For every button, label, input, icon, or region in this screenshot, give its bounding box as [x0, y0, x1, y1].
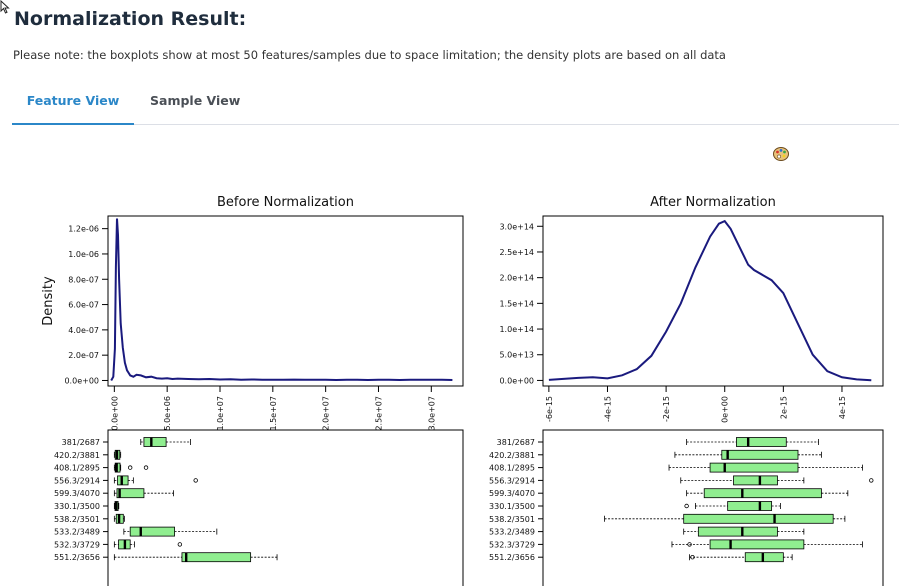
outlier-point [177, 542, 183, 547]
box [709, 462, 799, 473]
boxplot-row-label: 420.2/3881 [54, 451, 100, 460]
y-tick-label: 0.0e+00 [499, 376, 534, 385]
y-tick-label: 3.0e+14 [499, 222, 534, 231]
y-tick-label: 6.0e-07 [68, 301, 99, 310]
x-tick-label: 2.0e+07 [322, 396, 331, 431]
x-tick-label: 2.5e+07 [374, 396, 383, 431]
tab-feature-view[interactable]: Feature View [12, 84, 134, 125]
x-tick-label: 3.0e+07 [427, 396, 436, 431]
boxplot-row-label: 330.1/3500 [489, 502, 535, 511]
y-tick-label: 4.0e-07 [68, 326, 99, 335]
y-tick-label: 2.0e+14 [499, 274, 534, 283]
x-tick-label: 2e-15 [779, 396, 788, 419]
chart-title: After Normalization [650, 195, 776, 210]
boxplot-row-label: 538.2/3501 [489, 515, 535, 524]
boxplot-row-label: 381/2687 [62, 438, 100, 447]
boxplot-row-label: 538.2/3501 [54, 515, 100, 524]
x-tick-label: -6e-15 [545, 396, 554, 422]
box [736, 437, 787, 447]
boxplot-row-label: 533.2/3489 [489, 528, 535, 537]
x-tick-label: 1.5e+07 [269, 396, 278, 431]
box [744, 552, 784, 563]
boxplot-row-label: 330.1/3500 [54, 502, 100, 511]
box [727, 501, 773, 511]
box [697, 526, 778, 537]
outlier-point [127, 465, 133, 470]
boxplot-row-label: 551.2/3656 [54, 553, 100, 562]
y-tick-label: 1.5e+14 [499, 299, 534, 308]
y-tick-label: 1.0e+14 [499, 325, 534, 334]
y-axis-label: Density [41, 276, 56, 326]
density-line [548, 219, 872, 382]
boxplot-frame [542, 429, 884, 586]
outlier-point [684, 503, 689, 509]
y-tick-label: 2.5e+14 [499, 248, 534, 257]
boxplot-row-label: 599.3/4070 [489, 489, 535, 498]
tab-sample-view[interactable]: Sample View [150, 93, 241, 108]
box [709, 539, 805, 550]
density-line [110, 218, 453, 382]
y-tick-label: 5.0e+13 [499, 351, 534, 360]
boxplot-row-label: 599.3/4070 [54, 489, 100, 498]
y-tick-label: 8.0e-07 [68, 275, 99, 284]
x-tick-label: -2e-15 [662, 396, 671, 422]
box [703, 488, 822, 499]
plot-frame [107, 215, 464, 387]
outlier-point [687, 542, 692, 547]
chart-title: Before Normalization [217, 195, 354, 210]
palette-icon[interactable] [772, 146, 790, 162]
boxplot-row-label: 551.2/3656 [489, 553, 535, 562]
box [143, 437, 167, 447]
box [683, 513, 834, 524]
boxplot-frame [107, 429, 464, 586]
view-tabs: Feature View Sample View [12, 84, 899, 125]
y-tick-label: 1.2e-06 [68, 225, 99, 234]
boxplot-row-label: 556.3/2914 [54, 476, 100, 485]
x-tick-label: 5.0e+06 [163, 396, 172, 431]
outlier-point [193, 478, 198, 483]
y-tick-label: 1.0e-06 [68, 250, 99, 259]
y-tick-label: 2.0e-07 [68, 351, 99, 360]
x-tick-label: 0.0e+00 [110, 396, 119, 431]
box [733, 475, 778, 486]
boxplot-row-label: 533.2/3489 [54, 528, 100, 537]
boxplot-row-label: 381/2687 [497, 438, 535, 447]
page-note: Please note: the boxplots show at most 5… [13, 48, 726, 62]
box [181, 552, 252, 563]
boxplot-row-label: 408.1/2895 [489, 464, 535, 473]
box [721, 449, 799, 460]
y-tick-label: 0.0e+00 [64, 376, 99, 385]
page-title: Normalization Result: [14, 8, 247, 30]
outlier-point [690, 555, 695, 560]
boxplot-row-label: 532.3/3729 [54, 540, 100, 549]
x-tick-label: 4e-15 [838, 396, 847, 419]
boxplot-row-label: 556.3/2914 [489, 476, 535, 485]
normalization-plots: Before Normalization 0.0e+00 2.0e-07 4.0e-0… [41, 195, 884, 586]
box [129, 526, 175, 537]
mouse-pointer-icon [0, 0, 10, 14]
x-tick-label: 0e+00 [721, 396, 730, 423]
x-tick-label: 1.0e+07 [216, 396, 225, 431]
outlier-point [869, 478, 874, 483]
plot-frame [542, 215, 884, 387]
boxplot-row-label: 408.1/2895 [54, 464, 100, 473]
boxplot-row-label: 420.2/3881 [489, 451, 535, 460]
boxplot-row-label: 532.3/3729 [489, 540, 535, 549]
x-tick-label: -4e-15 [603, 396, 612, 422]
box [116, 488, 145, 499]
outlier-point [143, 465, 149, 470]
